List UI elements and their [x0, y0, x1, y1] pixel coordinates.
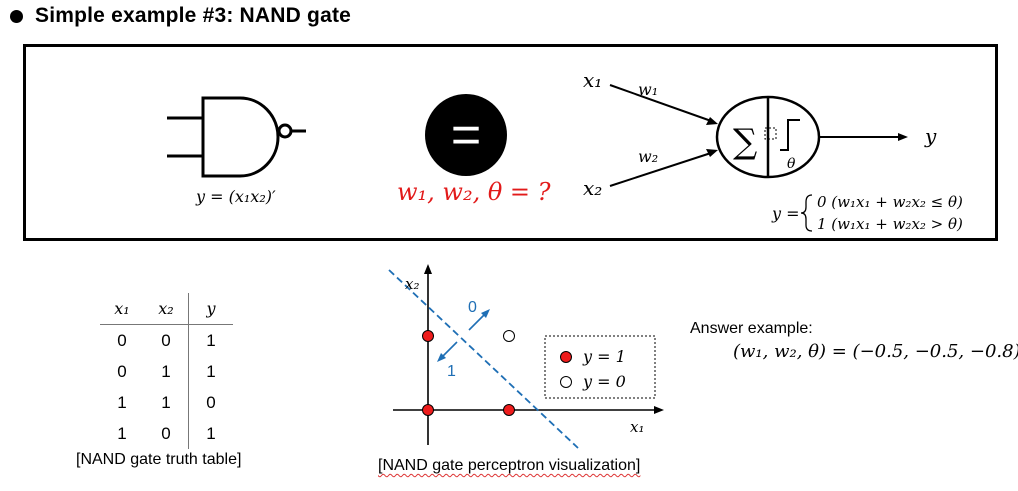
- rule-case-0: 0 (w₁x₁ + w₂x₂ ≤ θ): [817, 193, 963, 211]
- equals-sign: =: [451, 106, 481, 164]
- point-1-0: [503, 404, 515, 416]
- plot-y-axis-label: x₂: [405, 275, 419, 293]
- decision-boundary: [388, 269, 579, 449]
- weight-w2-label: w₂: [638, 147, 658, 166]
- cell: 0: [144, 418, 189, 449]
- legend-filled-label: y = 1: [582, 347, 626, 366]
- cell: 1: [206, 361, 216, 381]
- rule-case-1: 1 (w₁x₁ + w₂x₂ > θ): [817, 215, 963, 233]
- page-title: Simple example #3: NAND gate: [35, 4, 352, 27]
- table-row: 1 1 0: [100, 387, 233, 418]
- plot-caption: [NAND gate perceptron visualization]: [378, 457, 640, 475]
- answer-label: Answer example:: [690, 320, 813, 337]
- cell: 1: [144, 356, 189, 387]
- cell: 1: [206, 423, 216, 443]
- rule-lhs: y =: [771, 204, 800, 223]
- main-diagram-box: [23, 44, 998, 241]
- legend-empty-label: y = 0: [582, 372, 626, 391]
- nand-gate-icon: [167, 96, 306, 178]
- table-row: 1 0 1: [100, 418, 233, 449]
- answer-value: (w₁, w₂, θ) = (−0.5, −0.5, −0.8): [733, 341, 1018, 362]
- output-y-label: y: [924, 124, 937, 148]
- region-below-label: 1: [447, 363, 456, 380]
- plot-legend: [544, 335, 656, 399]
- header-x1: x₁: [100, 293, 144, 325]
- point-0-1: [422, 330, 434, 342]
- bullet-icon: [10, 9, 23, 23]
- cell: 1: [117, 423, 127, 443]
- truth-table: x₁ x₂ y 0 0 1 0 1 1 1 1 0 1 0 1: [100, 293, 233, 449]
- legend-empty-marker: [560, 376, 572, 388]
- region-above-label: 0: [468, 299, 477, 316]
- legend-filled-marker: [560, 351, 572, 363]
- table-row: 0 1 1: [100, 356, 233, 387]
- cell: 0: [117, 361, 127, 381]
- header-y: y: [188, 293, 233, 325]
- header-x2: x₂: [144, 293, 189, 325]
- title-row: Simple example #3: NAND gate: [10, 3, 351, 29]
- truth-table-caption: [NAND gate truth table]: [76, 451, 242, 468]
- cell: 1: [206, 330, 216, 350]
- cell: 0: [206, 392, 216, 412]
- point-1-1: [503, 330, 515, 342]
- nand-equation: y = (x₁x₂)′: [196, 187, 276, 206]
- equals-circle-icon: =: [425, 94, 507, 176]
- cell: 1: [117, 392, 127, 412]
- plot-x-axis-label: x₁: [630, 418, 644, 436]
- cell: 0: [117, 330, 127, 350]
- point-0-0: [422, 404, 434, 416]
- threshold-label: θ: [787, 156, 796, 172]
- perceptron-plot: [388, 264, 664, 449]
- input-x1-label: x₁: [583, 68, 602, 92]
- weights-question: w₁, w₂, θ = ?: [397, 178, 551, 206]
- cell: 1: [144, 387, 189, 418]
- table-row: 0 0 1: [100, 324, 233, 356]
- perceptron-diagram: [609, 84, 908, 232]
- cell: 0: [144, 324, 189, 356]
- weight-w1-label: w₁: [638, 80, 658, 99]
- plot-caption-text: [NAND gate perceptron visualization]: [378, 457, 641, 474]
- input-x2-label: x₂: [583, 176, 602, 200]
- sum-symbol: ∑: [733, 122, 757, 162]
